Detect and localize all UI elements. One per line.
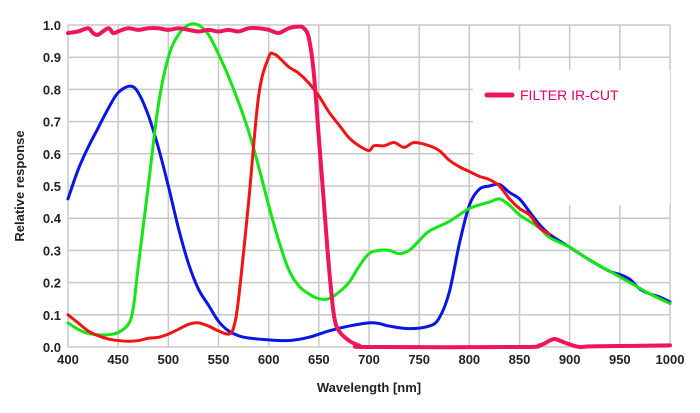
x-tick-label: 600 xyxy=(258,352,280,367)
x-tick-label: 550 xyxy=(208,352,230,367)
x-axis-label: Wavelength [nm] xyxy=(317,380,421,395)
x-tick-label: 650 xyxy=(308,352,330,367)
series-line-red xyxy=(66,51,552,343)
y-tick-label: 0.1 xyxy=(43,308,61,323)
y-tick-label: 0.7 xyxy=(43,115,61,130)
y-tick-label: 0.6 xyxy=(43,147,61,162)
legend-label: FILTER IR-CUT xyxy=(520,87,619,103)
y-tick-label: 0.9 xyxy=(43,50,61,65)
tick-labels: 400 450 500 550 600 650 700 750 800 850 900 950 1000… xyxy=(43,18,685,367)
y-tick-label: 0.0 xyxy=(43,340,61,355)
series-line-green xyxy=(66,22,672,337)
y-tick-label: 0.5 xyxy=(43,179,61,194)
x-tick-label: 400 xyxy=(57,352,79,367)
y-tick-label: 1.0 xyxy=(43,18,61,33)
y-axis-label: Relative response xyxy=(12,130,27,241)
y-tick-label: 0.3 xyxy=(43,243,61,258)
y-tick-label: 0.8 xyxy=(43,82,61,97)
x-tick-label: 850 xyxy=(509,352,531,367)
x-tick-label: 700 xyxy=(358,352,380,367)
x-tick-label: 950 xyxy=(609,352,631,367)
series-layer xyxy=(66,22,672,350)
x-tick-label: 900 xyxy=(559,352,581,367)
legend: FILTER IR-CUT xyxy=(473,70,670,205)
x-tick-label: 500 xyxy=(157,352,179,367)
x-tick-label: 450 xyxy=(107,352,129,367)
y-tick-label: 0.2 xyxy=(43,276,61,291)
x-tick-label: 1000 xyxy=(656,352,685,367)
x-tick-label: 800 xyxy=(458,352,480,367)
series-line-filter-ir-cut xyxy=(66,24,672,350)
y-tick-label: 0.4 xyxy=(43,211,62,226)
x-tick-label: 750 xyxy=(408,352,430,367)
